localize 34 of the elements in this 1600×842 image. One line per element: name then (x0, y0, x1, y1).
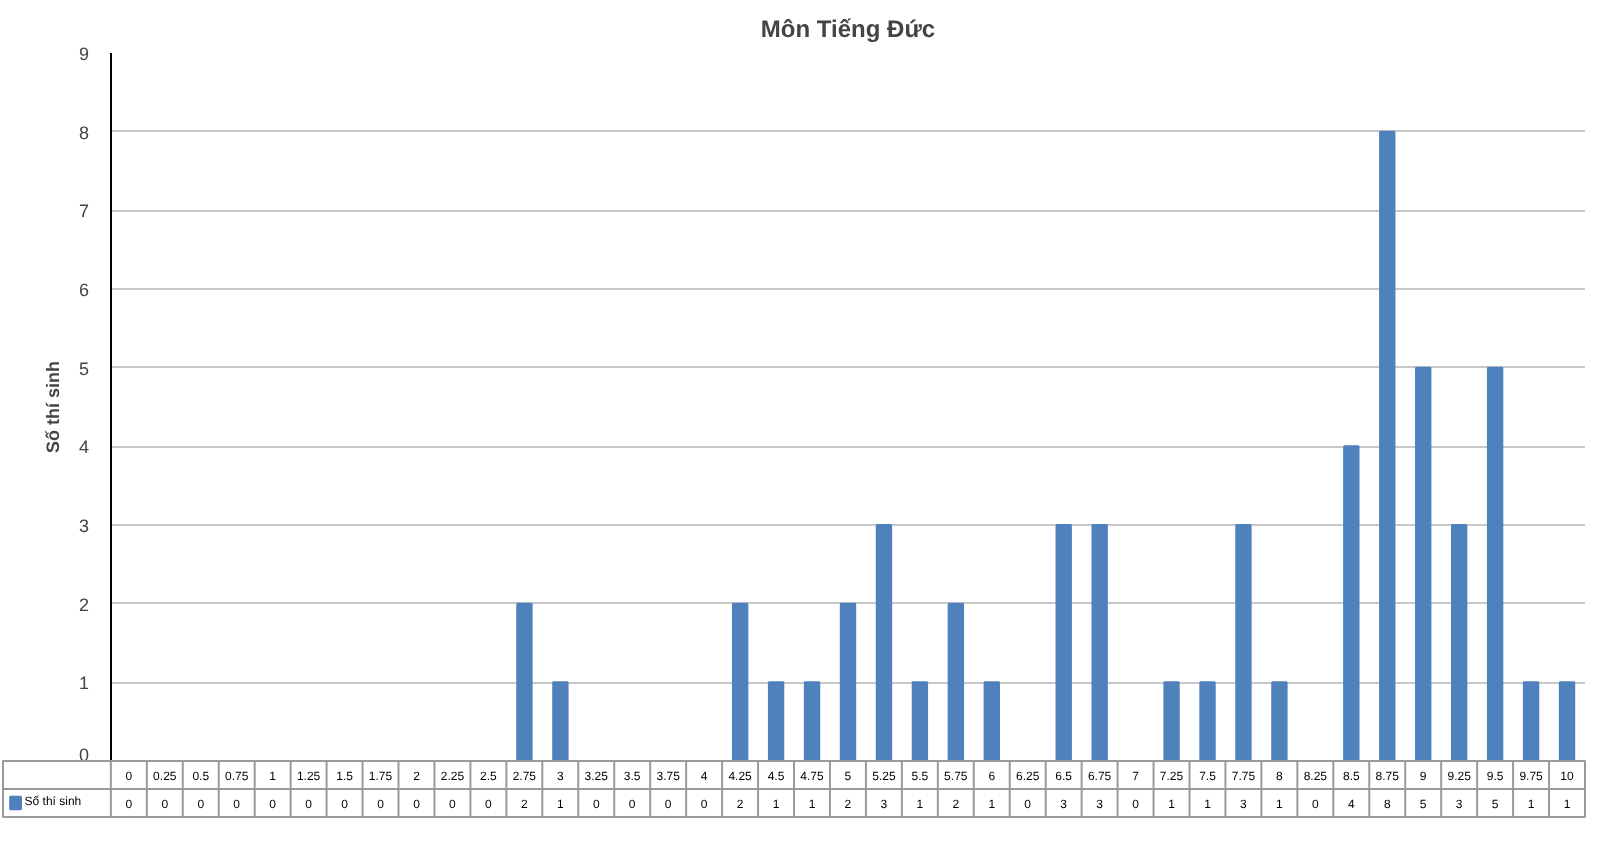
bar (1235, 524, 1252, 760)
bar (1055, 524, 1072, 760)
bar (731, 602, 749, 760)
bar (1558, 681, 1576, 760)
y-tick-label: 8 (78, 122, 90, 143)
bar (767, 681, 785, 760)
bar (947, 602, 965, 760)
y-tick-label: 5 (78, 358, 90, 379)
chart-title: Môn Tiếng Đức (760, 15, 936, 43)
bar (1343, 445, 1360, 760)
bar (839, 602, 857, 760)
bar (1379, 130, 1396, 760)
bar (1486, 366, 1504, 760)
bar (1450, 524, 1468, 760)
bar (875, 524, 893, 760)
bar (1271, 681, 1288, 760)
y-tick-label: 6 (78, 280, 90, 300)
bar (803, 681, 821, 760)
y-tick-label: 7 (78, 201, 90, 222)
y-tick-label: 2 (78, 594, 90, 615)
y-tick-label: 3 (78, 516, 90, 536)
bar (1199, 681, 1216, 760)
y-tick-label: 1 (78, 673, 90, 694)
bar (516, 602, 533, 760)
bar (552, 681, 569, 760)
bar (911, 681, 929, 760)
bar (1163, 681, 1180, 760)
y-axis-title: Số thí sinh (42, 361, 63, 453)
bar (1415, 366, 1432, 760)
y-tick-label: 9 (78, 44, 90, 64)
bar (1091, 524, 1108, 760)
bar (983, 681, 1000, 760)
y-tick-label: 4 (78, 437, 90, 458)
bar (1522, 681, 1540, 760)
